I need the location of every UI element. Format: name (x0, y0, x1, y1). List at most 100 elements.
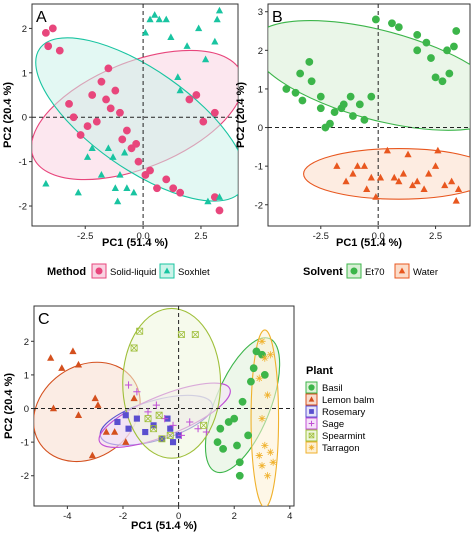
panel-c-point-s0-8 (244, 431, 253, 440)
legend-plant-item-0-key (305, 381, 318, 394)
panel-b-point-s0-29 (450, 42, 458, 51)
panel-c-point-s1-10 (102, 428, 110, 435)
panel-c-point-s5-1 (261, 354, 269, 362)
panel-a-xlabel: PC1 (51.4 %) (102, 237, 168, 249)
panel-c-point-s3-2 (152, 401, 160, 409)
legend-solvent-item-0-label: Et70 (365, 267, 385, 278)
panel-c-point-s3-5 (177, 431, 185, 440)
panel-b-ytick-label-4: 2 (258, 46, 263, 57)
panel-c-point-s4-0 (136, 327, 144, 335)
panel-b-letter: B (272, 9, 283, 26)
panel-c-point-s4-4 (166, 431, 174, 439)
panel-b-point-s1-21 (448, 177, 456, 185)
panel-a-ylabel: PC2 (20.4 %) (2, 82, 14, 148)
panel-a-point-s1-12 (141, 28, 150, 36)
panel-b-point-s1-11 (395, 177, 403, 185)
panel-c-ytick-label-3: 1 (24, 370, 29, 381)
panel-c-point-s0-7 (238, 397, 247, 406)
legend-plant-item-1-label: Lemon balm (322, 395, 374, 406)
panel-c-point-s2-3 (142, 428, 149, 436)
panel-c-point-s2-2 (133, 415, 140, 422)
panel-b-point-s1-8 (376, 173, 385, 181)
legend-solvent-item-0-symbol (350, 267, 358, 275)
panel-c-point-s1-6 (74, 411, 83, 418)
legend-plant-item-4-label: Spearmint (322, 431, 366, 442)
panel-b-point-s1-7 (372, 193, 380, 200)
panel-b-point-s0-9 (326, 119, 334, 128)
panel-a-point-s0-28 (199, 117, 208, 126)
panel-b-point-s1-15 (413, 177, 421, 185)
panel-a-point-s0-30 (215, 206, 224, 215)
panel-a-point-s1-5 (104, 144, 112, 151)
panel-c-point-s0-9 (246, 377, 255, 386)
panel-a-point-s1-8 (116, 170, 124, 178)
panel-b-point-s0-2 (298, 96, 307, 105)
panel-c-point-s0-0 (213, 438, 222, 447)
panel-a-point-s0-15 (118, 135, 127, 144)
panel-c-point-s4-8 (144, 415, 152, 423)
legend-solvent-item-0-key (346, 263, 362, 279)
panel-c-point-s4-3 (158, 435, 166, 443)
legend-plant-title: Plant (306, 365, 333, 377)
legend-plant-item-1-symbol (308, 396, 315, 402)
panel-b-plot: -2.5 0.0 2.5 -2 -1 0 1 2 3 (255, 4, 470, 242)
panel-c-ytick-label-2: 0 (24, 404, 29, 415)
panel-b-point-s0-1 (291, 88, 300, 97)
panel-a-point-s0-22 (153, 184, 161, 193)
panel-a-ytick-label-2: 0 (22, 113, 27, 124)
panel-b-xlabel: PC1 (51.4 %) (336, 237, 402, 249)
panel-b-point-s0-19 (388, 19, 396, 28)
panel-b-point-s0-18 (371, 15, 380, 24)
panel-a-point-s1-0 (42, 179, 50, 187)
panel-a-point-s1-13 (146, 15, 154, 23)
legend-method-item-0-key (91, 263, 107, 279)
panel-a-point-s0-10 (97, 77, 106, 86)
panel-c-xtick-label-2: 0 (176, 511, 181, 522)
panel-a-point-s0-11 (102, 95, 110, 104)
panel-a-point-s1-3 (88, 144, 96, 151)
panel-c-point-s5-5 (258, 415, 266, 423)
panel-b-point-s1-18 (431, 162, 440, 169)
panel-b-point-s0-3 (296, 69, 305, 78)
legend-plant-item-2-key (305, 405, 318, 418)
panel-b-point-s1-9 (383, 146, 391, 154)
panel-a-point-s0-0 (41, 28, 50, 37)
legend-method-item-1-symbol (163, 267, 171, 274)
legend-solvent-items: Et70 Water (346, 263, 438, 279)
panel-a-point-s0-18 (132, 139, 141, 148)
panel-a-plot: -2.5 0.0 2.5 -2 -1 0 1 2 (19, 4, 238, 242)
legend-method: Method Solid-liquid Soxhlet (47, 263, 210, 279)
panel-b-point-s0-22 (413, 46, 422, 55)
panel-b-point-s0-17 (367, 92, 376, 101)
panel-b-ylabel: PC2 (20.4 %) (235, 82, 247, 148)
panel-a-point-s0-21 (146, 166, 154, 175)
panel-c-ylabel: PC2 (20.4 %) (3, 373, 15, 439)
legend-plant-item-4-key (305, 429, 318, 442)
panel-c-plot: -4 -2 0 2 4 -2 -1 0 1 2 (21, 306, 294, 522)
panel-a-point-s0-5 (69, 113, 78, 122)
panel-a-point-s1-23 (213, 15, 221, 23)
legend-solvent-item-1-symbol (398, 267, 406, 274)
panel-b-point-s1-6 (367, 173, 375, 181)
panel-a-ellipse-1 (35, 37, 238, 202)
panel-a-point-s1-9 (120, 148, 129, 156)
panel-b-point-s1-10 (390, 173, 398, 181)
panel-b-point-s0-10 (330, 108, 339, 117)
panel-c-ytick-label-0: -2 (21, 471, 29, 482)
panel-c-point-s0-2 (219, 444, 227, 453)
panel-a-point-s0-31 (210, 108, 219, 117)
panel-a-point-s0-25 (176, 188, 185, 197)
panel-c-point-s1-7 (111, 428, 119, 435)
legend-method-item-1-label: Soxhlet (178, 267, 210, 278)
panel-a-point-s1-7 (111, 184, 119, 191)
panel-a-point-s1-26 (215, 193, 224, 200)
panel-c-point-s1-2 (69, 347, 77, 355)
panel-c-point-s4-1 (130, 344, 138, 352)
panel-b-point-s1-13 (404, 150, 412, 158)
panel-a-point-s1-24 (215, 6, 224, 14)
panel-c-point-s4-2 (150, 425, 158, 433)
legend-plant-item-0-label: Basil (322, 383, 343, 394)
panel-a-point-s1-19 (183, 42, 191, 49)
panel-b-point-s0-27 (443, 46, 451, 55)
